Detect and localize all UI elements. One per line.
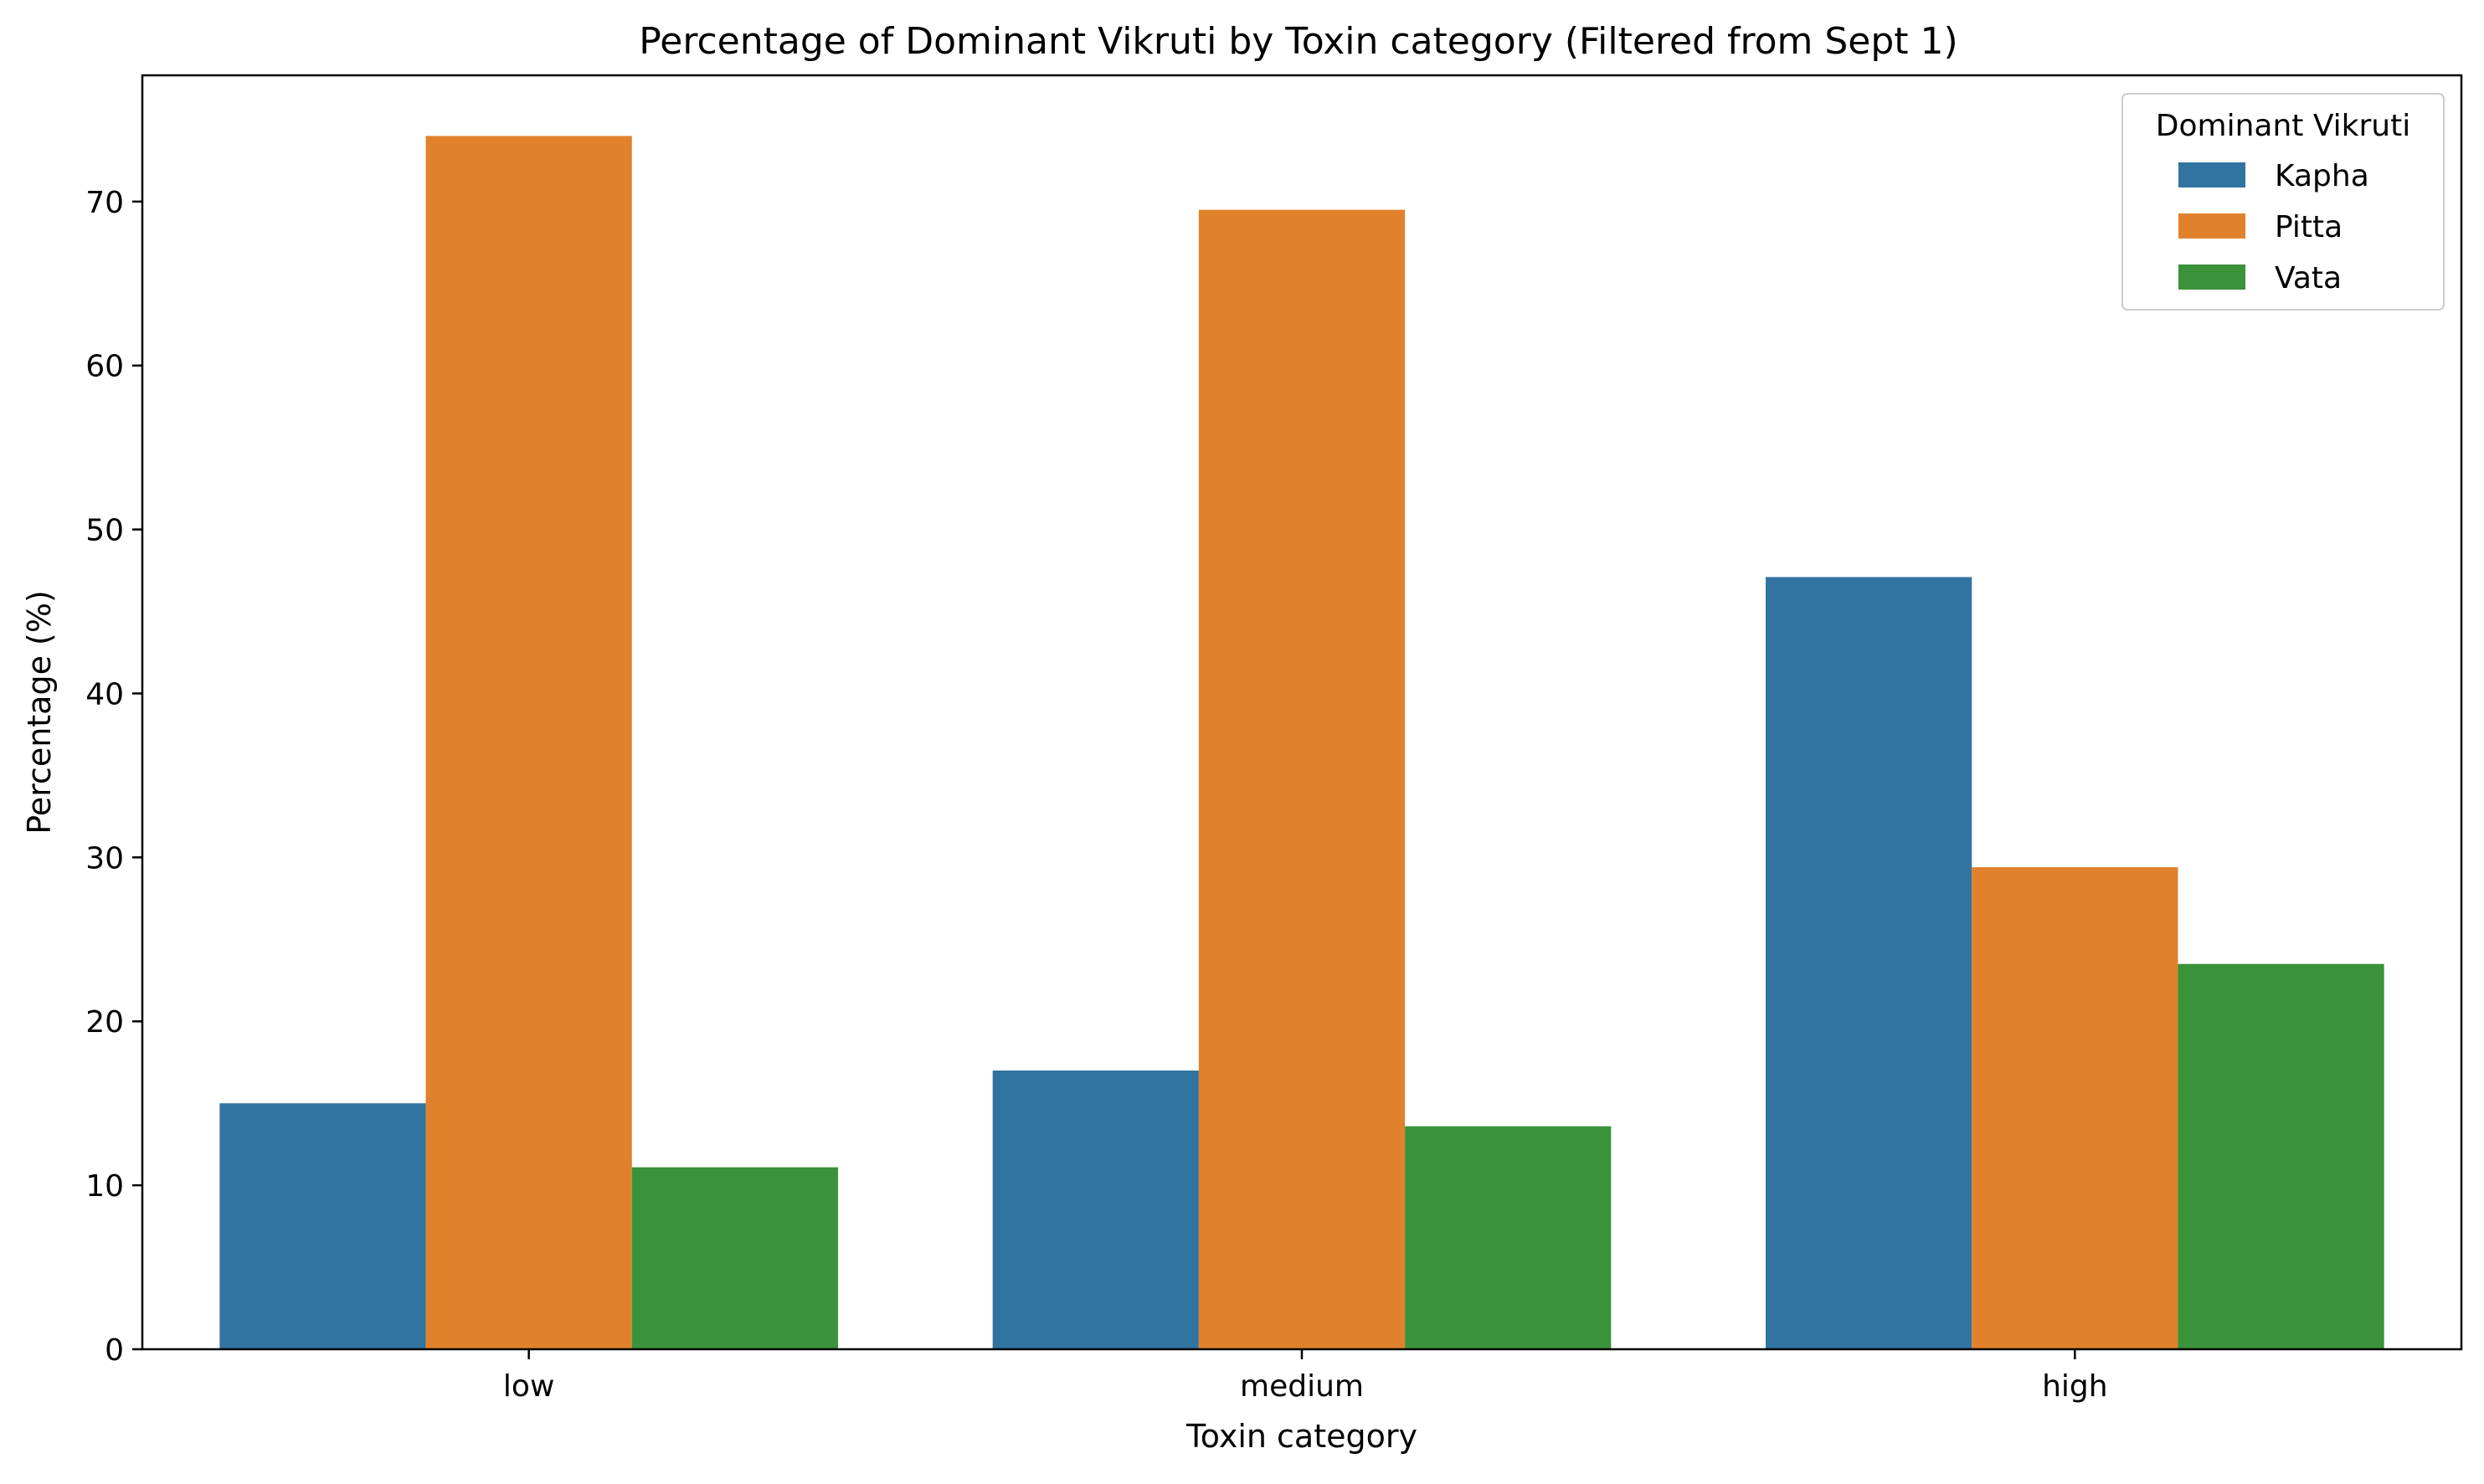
x-tick-label: high [2042, 1369, 2108, 1404]
x-tick-label: low [503, 1369, 554, 1404]
y-tick-label: 60 [85, 350, 124, 384]
y-tick-label: 40 [85, 677, 124, 711]
legend-title: Dominant Vikruti [2156, 109, 2411, 143]
y-tick-label: 20 [85, 1005, 124, 1040]
bar-pitta-low [425, 136, 632, 1349]
legend-label-kapha: Kapha [2275, 159, 2369, 193]
bars-layer [219, 136, 2384, 1349]
y-tick-label: 50 [85, 514, 124, 548]
y-axis: 0 10 20 30 40 50 60 70 [85, 186, 142, 1368]
x-axis: low medium high [503, 1349, 2108, 1404]
bar-pitta-medium [1198, 209, 1406, 1349]
y-tick-label: 70 [85, 186, 124, 220]
legend-box [2121, 93, 2445, 311]
bar-vata-medium [1405, 1126, 1612, 1349]
y-axis-label: Percentage (%) [21, 590, 58, 834]
legend-label-vata: Vata [2275, 261, 2342, 295]
chart-title: Percentage of Dominant Vikruti by Toxin … [639, 20, 1957, 63]
legend-swatch-pitta [2178, 213, 2245, 239]
bar-pitta-high [1972, 867, 2178, 1349]
bar-vata-low [631, 1167, 838, 1349]
legend-swatch-kapha [2178, 162, 2245, 187]
y-tick-label: 10 [85, 1169, 124, 1204]
legend-swatch-vata [2178, 264, 2245, 290]
bar-kapha-low [219, 1103, 426, 1349]
bar-vata-high [2178, 963, 2384, 1349]
y-tick-label: 0 [105, 1333, 124, 1368]
legend-items: Kapha Pitta Vata [2178, 159, 2369, 295]
x-axis-label: Toxin category [1185, 1418, 1417, 1455]
plot-frame [141, 74, 2463, 1351]
y-tick-label: 30 [85, 841, 124, 876]
x-tick-label: medium [1240, 1369, 1364, 1404]
legend: Dominant Vikruti Kapha Pitta Vata [2121, 93, 2445, 311]
legend-label-pitta: Pitta [2275, 210, 2343, 244]
bar-kapha-medium [992, 1071, 1199, 1349]
bar-kapha-high [1766, 577, 1972, 1349]
